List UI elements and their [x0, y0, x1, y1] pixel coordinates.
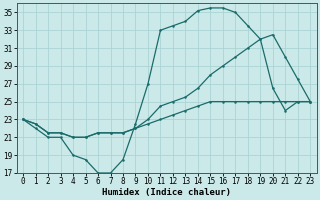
X-axis label: Humidex (Indice chaleur): Humidex (Indice chaleur) [102, 188, 231, 197]
